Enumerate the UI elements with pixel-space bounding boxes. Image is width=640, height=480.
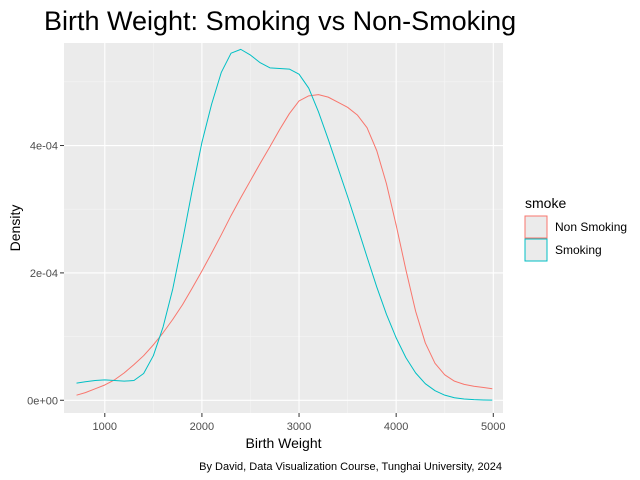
density-line-smoking (76, 48, 493, 401)
legend-title: smoke (525, 195, 566, 211)
density-series (76, 48, 493, 401)
y-tick-label: 4e-04 (30, 141, 58, 153)
y-axis-title: Density (7, 205, 23, 252)
grid-lines (64, 43, 503, 413)
x-axis-ticks: 1000 2000 3000 4000 5000 (93, 413, 506, 433)
legend-key-non-smoking (524, 215, 548, 239)
x-tick-label: 4000 (384, 421, 408, 433)
legend-key-smoking (524, 238, 548, 262)
x-tick-label: 1000 (93, 421, 117, 433)
legend-items: Non Smoking Smoking (524, 215, 627, 262)
legend: smoke Non Smoking Smoking (524, 195, 627, 262)
x-tick-label: 5000 (481, 421, 505, 433)
x-axis-title: Birth Weight (246, 435, 322, 451)
y-tick-label: 2e-04 (30, 268, 58, 280)
x-tick-label: 3000 (287, 421, 311, 433)
y-axis-ticks: 0e+00 2e-04 4e-04 (27, 141, 64, 407)
legend-label-non-smoking: Non Smoking (555, 220, 627, 234)
density-line-non-smoking (76, 94, 493, 396)
y-tick-label: 0e+00 (27, 395, 58, 407)
x-tick-label: 2000 (190, 421, 214, 433)
plot-panel (64, 43, 503, 413)
chart-caption: By David, Data Visualization Course, Tun… (199, 461, 502, 473)
legend-label-smoking: Smoking (555, 243, 602, 257)
chart-title: Birth Weight: Smoking vs Non-Smoking (44, 6, 516, 36)
